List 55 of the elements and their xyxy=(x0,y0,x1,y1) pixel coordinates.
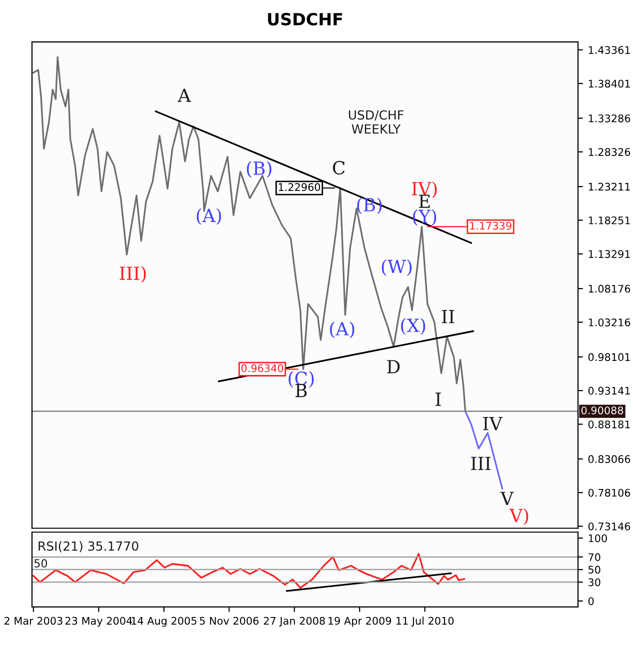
y-tick-label: 1.33286 xyxy=(588,114,630,122)
text: RSI(21) 35.1770 xyxy=(38,541,138,552)
y-tick-label: 1.43361 xyxy=(588,46,630,54)
annotation: V) xyxy=(509,508,528,525)
y-tick-label: 0.88181 xyxy=(588,420,630,428)
y-tick-label: 1.28326 xyxy=(588,148,630,156)
annotation: 1.17339 xyxy=(470,222,512,230)
annotation: (Y) xyxy=(412,209,436,226)
annotation: C xyxy=(332,160,345,175)
y-tick-label: 1.18251 xyxy=(588,216,630,224)
y-tick-label: 0.98101 xyxy=(588,353,630,362)
y-tick-label: 70 xyxy=(588,553,600,562)
annotation: (B) xyxy=(357,198,382,214)
y-tick-label: 100 xyxy=(588,534,607,542)
y-tick-label: 1.23211 xyxy=(588,182,630,191)
y-tick-label: 0.83066 xyxy=(588,455,630,464)
annotation: D xyxy=(387,360,400,374)
annotation: 1.22960 xyxy=(278,183,320,192)
line-series xyxy=(32,552,466,589)
annotation: I xyxy=(436,392,441,406)
y-tick-label: 30 xyxy=(588,578,600,586)
x-tick-label: 11 Jul 2010 xyxy=(396,616,454,627)
y-tick-label: 1.08176 xyxy=(588,284,630,293)
x-tick-label: 14 Aug 2005 xyxy=(132,616,196,627)
x-tick-label: 27 Jan 2008 xyxy=(264,616,325,627)
line-series xyxy=(464,410,504,490)
annotation: (A) xyxy=(196,208,222,225)
y-tick-label: 1.03216 xyxy=(588,318,630,326)
ref-line-label: 0.90088 xyxy=(581,406,624,414)
x-tick-label: 5 Nov 2006 xyxy=(200,616,259,625)
annotation: 0.96340 xyxy=(241,364,284,372)
annotation: III) xyxy=(120,266,146,283)
annotation: V xyxy=(500,492,514,506)
annotation: IV xyxy=(483,416,503,430)
x-tick-label: 23 May 2004 xyxy=(65,616,132,627)
annotation: A xyxy=(178,88,192,102)
line-series xyxy=(32,56,466,412)
y-tick-label: 1.38401 xyxy=(588,80,630,88)
annotation: (W) xyxy=(382,259,412,276)
annotation: (A) xyxy=(330,322,354,338)
y-tick-label: 0.73146 xyxy=(588,522,630,530)
x-tick-label: 19 Apr 2009 xyxy=(328,616,392,627)
y-tick-label: 50 xyxy=(588,566,600,574)
annotation: (B) xyxy=(246,161,272,178)
text: USD/CHF WEEKLY xyxy=(348,110,404,134)
annotation: 50 xyxy=(34,559,48,568)
y-tick-label: 1.13291 xyxy=(588,250,630,258)
y-tick-label: 0 xyxy=(588,597,594,606)
annotation: (X) xyxy=(401,318,426,335)
x-tick-label: 2 Mar 2003 xyxy=(4,616,62,625)
annotation: III xyxy=(471,456,491,470)
chart-title: USDCHF xyxy=(268,12,342,26)
y-tick-label: 0.78106 xyxy=(588,488,630,497)
y-tick-label: 0.93141 xyxy=(588,386,630,395)
annotation: II xyxy=(442,310,454,324)
